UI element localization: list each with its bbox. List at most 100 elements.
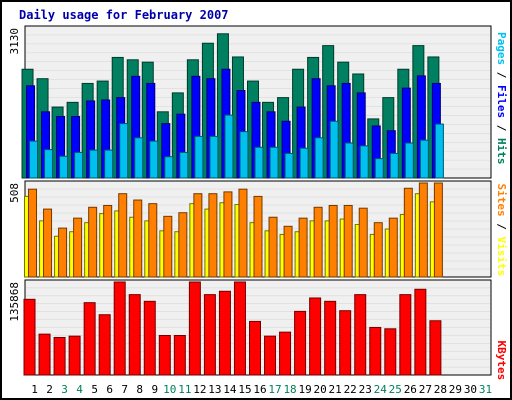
legend-text: Visits [495,237,508,277]
day-label: 14 [223,383,237,396]
bar-pages-day-16 [254,146,264,179]
day-label: 22 [344,383,357,396]
bar-kbytes-day-13 [203,294,216,376]
bar-sites-day-8 [133,199,143,278]
legend-text: / [495,118,508,138]
day-label: 19 [298,383,311,396]
bar-pages-day-11 [179,151,189,179]
middle-panel: 508 Sites / Visits [8,180,508,278]
bar-pages-day-10 [164,156,174,179]
bar-pages-day-12 [194,135,204,179]
bar-kbytes-day-3 [53,336,66,376]
bar-sites-day-14 [223,191,233,278]
day-label: 7 [121,383,128,396]
day-label: 16 [253,383,266,396]
day-label: 28 [434,383,447,396]
bar-sites-day-28 [433,182,443,278]
bar-kbytes-day-12 [188,281,201,376]
bar-pages-day-15 [239,131,249,179]
bar-sites-day-7 [118,193,128,278]
bar-sites-day-11 [178,212,188,278]
bar-sites-day-1 [28,188,38,278]
bar-kbytes-day-28 [429,320,442,376]
bar-kbytes-day-9 [143,300,156,376]
day-label: 31 [479,383,492,396]
bar-sites-day-3 [58,227,68,278]
bar-pages-day-18 [284,152,294,179]
legend-text: KBytes [495,341,508,381]
day-label: 6 [106,383,113,396]
bar-kbytes-day-15 [233,281,246,376]
bar-pages-day-22 [344,142,354,179]
x-axis-labels: 1 2 3 4 5 6 7 8 9 10 11 12 13 14 15 16 17 18 19 20 21 22 23 24 2… [31,383,492,396]
day-label: 10 [163,383,176,396]
bar-kbytes-day-20 [309,297,322,376]
bar-pages-day-19 [299,147,309,179]
day-label: 18 [283,383,296,396]
legend-text: Files [495,85,508,118]
day-label: 15 [238,383,251,396]
bar-kbytes-day-5 [83,302,96,376]
bar-pages-day-25 [389,152,399,179]
day-label: 29 [449,383,462,396]
bar-pages-day-26 [404,142,414,179]
bar-sites-day-13 [208,193,218,278]
legend-text: Sites [495,184,508,217]
bar-sites-day-12 [193,193,203,278]
bar-kbytes-day-24 [369,326,382,376]
bar-kbytes-day-14 [218,290,231,376]
bar-kbytes-day-6 [98,314,111,376]
legend-text: Pages [495,32,508,65]
bar-sites-day-5 [88,206,98,278]
bar-kbytes-day-19 [294,310,307,376]
bar-sites-day-17 [268,216,278,278]
bar-sites-day-10 [163,215,173,278]
bar-kbytes-day-23 [354,294,367,376]
day-label: 9 [151,383,158,396]
bar-kbytes-day-22 [339,310,352,376]
axis-max-label: 3130 [8,28,21,55]
day-label: 27 [419,383,432,396]
bar-sites-day-9 [148,203,158,278]
bar-sites-day-25 [388,217,398,278]
bar-sites-day-22 [343,204,353,278]
bar-kbytes-day-10 [158,334,171,376]
bar-sites-day-19 [298,217,308,278]
day-label: 25 [389,383,402,396]
bar-sites-day-23 [358,207,368,278]
bar-kbytes-day-1 [23,298,36,376]
bar-pages-day-3 [59,155,69,179]
bar-sites-day-15 [238,188,248,278]
bar-sites-day-26 [403,187,413,278]
day-label: 3 [61,383,68,396]
bar-sites-day-2 [43,208,53,278]
bar-kbytes-day-17 [264,335,277,376]
legend-text: / [495,65,508,85]
bar-sites-day-6 [103,204,113,278]
day-label: 13 [208,383,221,396]
bar-sites-day-21 [328,204,338,278]
bar-pages-day-20 [314,137,324,179]
bar-sites-day-18 [283,225,293,278]
day-label: 8 [136,383,143,396]
bar-kbytes-day-7 [113,281,126,376]
bar-kbytes-day-4 [68,335,81,376]
bar-pages-day-28 [434,123,444,179]
day-label: 21 [329,383,342,396]
bar-kbytes-day-16 [249,320,261,376]
chart-title: Daily usage for February 2007 [19,8,229,22]
bar-pages-day-13 [209,135,219,179]
axis-max-label: 508 [8,183,21,203]
day-label: 23 [359,383,372,396]
day-label: 4 [76,383,83,396]
bar-sites-day-27 [418,182,428,278]
bar-pages-day-4 [74,151,84,179]
bar-kbytes-day-21 [324,300,337,376]
day-label: 26 [404,383,417,396]
bar-pages-day-24 [374,158,384,179]
day-label: 30 [464,383,477,396]
day-label: 5 [91,383,98,396]
bar-kbytes-day-25 [384,328,397,376]
day-label: 24 [374,383,388,396]
